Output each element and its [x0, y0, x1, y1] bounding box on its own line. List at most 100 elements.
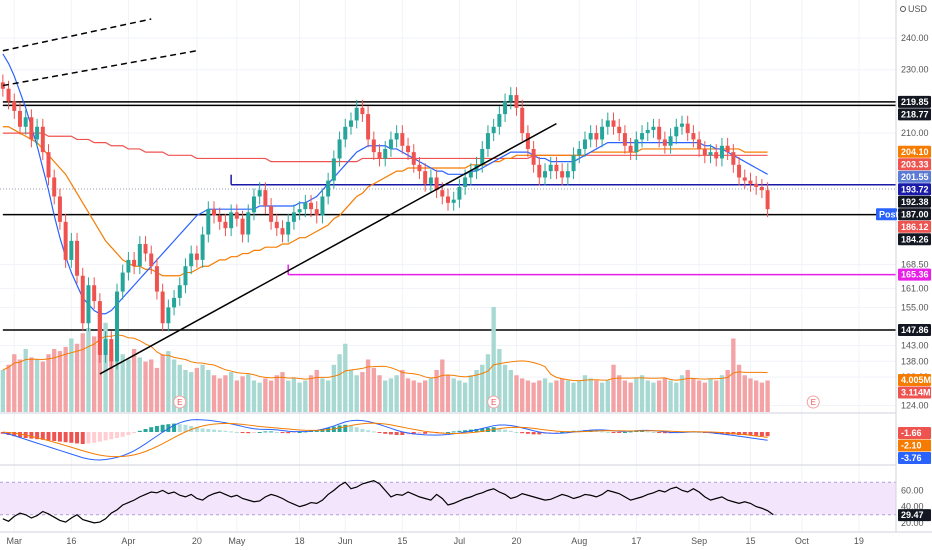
macd-histogram-bar — [40, 432, 45, 440]
candle-body — [679, 123, 684, 127]
settings-icon[interactable] — [900, 6, 906, 12]
candle-body — [143, 244, 148, 254]
macd-histogram-bar — [120, 432, 125, 437]
candle-body — [765, 190, 770, 210]
macd-histogram-bar — [697, 432, 702, 433]
volume-bar — [46, 354, 51, 412]
rsi-panel — [0, 479, 896, 524]
candle-body — [640, 133, 645, 140]
candle-body — [172, 297, 177, 308]
candle-body — [480, 148, 485, 165]
macd-histogram-bar — [17, 432, 22, 438]
macd-histogram-bar — [371, 431, 376, 433]
volume-bar — [383, 380, 388, 412]
earnings-marker-label: E — [177, 398, 182, 407]
macd-histogram-bar — [383, 432, 388, 434]
currency-label: USD — [908, 4, 928, 14]
macd-histogram-bar — [143, 429, 148, 432]
volume-bar — [17, 359, 23, 412]
macd-histogram-bar — [554, 432, 559, 433]
macd-histogram-bar — [662, 432, 667, 434]
price-tag-bg — [898, 158, 931, 171]
candle-body — [708, 152, 713, 156]
macd-histogram-bar — [617, 432, 622, 433]
candle-body — [29, 117, 34, 140]
volume-bar — [6, 364, 11, 412]
candle-body — [200, 234, 205, 260]
macd-histogram-bar — [474, 429, 479, 432]
candle-body — [377, 152, 382, 159]
candle-body — [194, 253, 199, 260]
candle-body — [80, 275, 85, 324]
macd-histogram-bar — [411, 432, 416, 435]
volume-bar — [651, 382, 656, 412]
volume-bar — [599, 382, 605, 412]
time-axis[interactable]: Mar 16 Apr 20 May 18 Jun 15 Jul 20 Aug 17 Sep 15 Oct 19 — [0, 531, 932, 546]
macd-histogram-bar — [423, 432, 428, 434]
rsi-tag-bg — [898, 509, 931, 522]
volume-bar — [565, 380, 571, 412]
volume-bar — [394, 375, 399, 412]
macd-histogram-bar — [428, 432, 433, 434]
candle-body — [622, 133, 627, 146]
post-badge-bg — [876, 208, 897, 221]
macd-histogram-bar — [52, 432, 57, 441]
macd-histogram-bar — [103, 432, 108, 441]
volume-bar — [240, 376, 245, 412]
volume-bar — [525, 380, 531, 412]
volume-bar — [280, 372, 285, 412]
candle-body — [23, 117, 28, 127]
time-axis-label: 17 — [631, 536, 641, 546]
volume-bar — [109, 349, 114, 412]
volume-bar — [52, 349, 57, 412]
volume-bar — [200, 364, 205, 412]
macd-histogram-bar — [154, 426, 159, 432]
candle-body — [257, 190, 262, 197]
volume-bar — [445, 375, 451, 412]
time-axis-label: 19 — [854, 536, 864, 546]
macd-histogram-bar — [314, 430, 319, 432]
macd-tag-bg — [898, 452, 931, 464]
volume-bar — [423, 380, 428, 412]
candle-body — [457, 186, 462, 200]
candle-body — [554, 164, 559, 172]
candle-body — [503, 101, 508, 115]
macd-histogram-bar — [451, 431, 456, 433]
volume-bar — [154, 367, 160, 412]
price-tag-bg — [898, 183, 931, 196]
macd-histogram-bar — [457, 430, 462, 432]
volume-bar — [634, 378, 639, 412]
candle-body — [92, 285, 97, 302]
time-axis-label: Jun — [338, 536, 353, 546]
price-tag-bg — [898, 208, 931, 221]
volume-bar — [508, 370, 513, 412]
candle-body — [531, 148, 536, 165]
macd-tag: -2.10 — [901, 441, 922, 451]
candle-body — [69, 240, 74, 260]
volume-bar — [257, 382, 262, 412]
candle-body — [17, 110, 22, 127]
volume-bar — [137, 357, 142, 412]
volume-bar — [120, 354, 125, 412]
macd-histogram-bar — [508, 430, 513, 432]
time-axis-label: Aug — [571, 536, 587, 546]
price-tick-label: 168.50 — [901, 260, 929, 270]
macd-histogram-bar — [35, 432, 40, 440]
volume-bar — [754, 380, 759, 412]
candle-body — [451, 199, 456, 203]
volume-bar — [656, 380, 662, 412]
macd-histogram-bar — [234, 432, 239, 433]
macd-tag: -1.66 — [901, 428, 922, 438]
candle-body — [691, 133, 696, 140]
volume-bar — [400, 370, 405, 412]
price-tag: 218.77 — [901, 109, 929, 119]
volume-bar — [377, 375, 382, 412]
price-tag: 219.85 — [901, 97, 929, 107]
time-axis-label: Mar — [7, 536, 23, 546]
volume-bar — [183, 370, 188, 412]
macd-histogram-bar — [269, 431, 274, 433]
candle-body — [468, 171, 473, 178]
price-tag: 165.36 — [901, 270, 929, 280]
macd-histogram-bar — [114, 432, 119, 438]
